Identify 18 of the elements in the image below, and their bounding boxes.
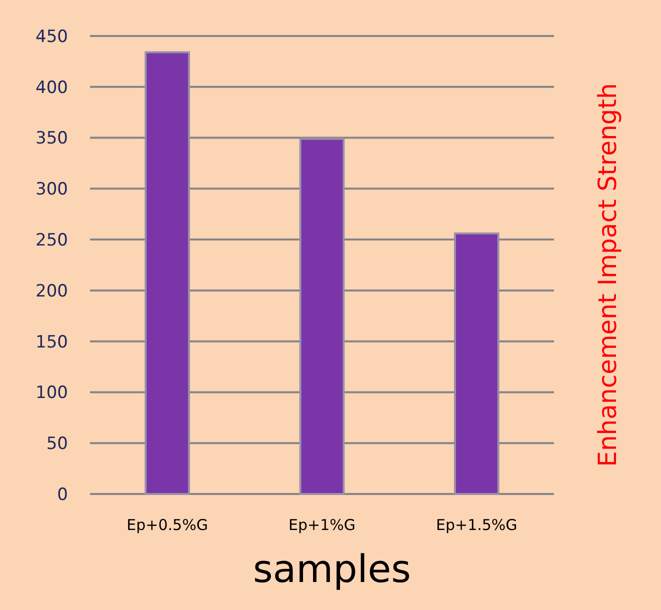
y-axis-title: Enhancement Impact Strength (593, 83, 622, 467)
y-tick-label: 150 (36, 332, 68, 352)
y-tick-label: 350 (36, 128, 68, 149)
y-tick-label: 450 (36, 26, 68, 47)
y-tick-label: 100 (36, 383, 68, 404)
y-tick-label: 400 (36, 78, 68, 98)
bar (299, 138, 345, 495)
y-tick-label: 0 (57, 484, 68, 505)
x-tick-label: Ep+0.5%G (126, 516, 208, 534)
x-axis-title: samples (253, 547, 411, 591)
y-tick-label: 50 (46, 434, 68, 454)
x-tick-label: Ep+1.5%G (436, 516, 518, 534)
y-tick-label: 200 (36, 281, 68, 302)
bar (144, 51, 190, 495)
y-tick-label: 300 (36, 180, 68, 200)
y-tick-label: 250 (36, 230, 68, 251)
x-tick-label: Ep+1%G (288, 516, 356, 534)
bar (454, 232, 500, 495)
